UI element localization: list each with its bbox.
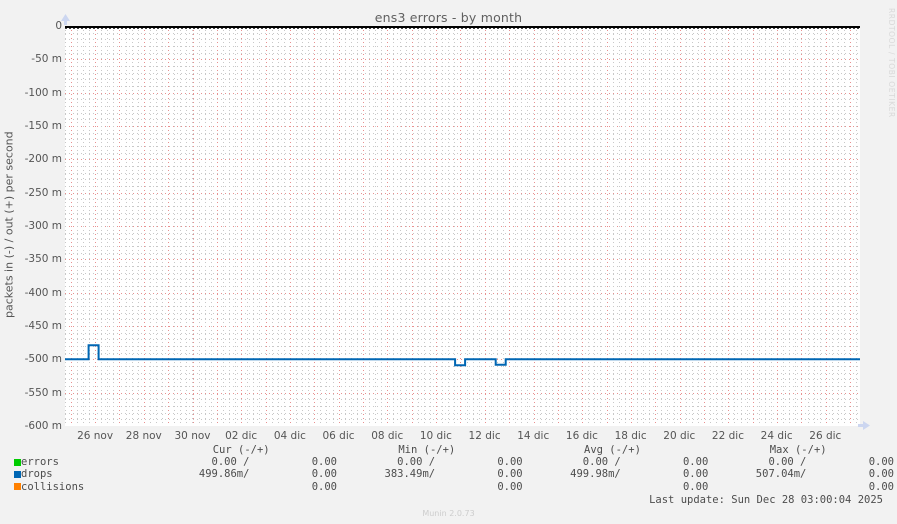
legend-header-max: Max (-/+) <box>769 444 827 456</box>
legend-row: drops 499.86m/0.00 383.49m/0.00 499.98m/0.0… <box>4 468 894 480</box>
legend-value-avg-neg <box>523 481 627 493</box>
x-axis-tick-label: 20 dic <box>663 430 696 442</box>
x-axis-tick-label: 26 nov <box>77 430 114 442</box>
swatch-icon <box>14 470 21 478</box>
page-title: ens3 errors - by month <box>374 10 523 25</box>
x-axis-tick-label: 08 dic <box>371 430 404 442</box>
legend-table: Cur (-/+) Min (-/+) Avg (-/+) Max (-/+) … <box>0 444 897 506</box>
legend-color-swatch <box>4 468 21 480</box>
x-axis-arrow-icon <box>858 421 870 430</box>
plot-canvas <box>65 26 860 426</box>
x-axis-tick-label: 24 dic <box>760 430 793 442</box>
munin-version-footer: Munin 2.0.73 <box>422 509 475 518</box>
legend-value-min-pos: 0.00 <box>497 468 523 481</box>
y-axis-tick-label: -350 m <box>24 253 62 266</box>
legend-series-name: errors <box>21 456 59 469</box>
y-axis-tick-label: -600 m <box>24 420 62 432</box>
legend-value-cur-neg: 499.86m/ <box>198 468 250 481</box>
legend-row: collisions 0.00 0.00 0.00 0.00 <box>4 481 894 493</box>
x-axis-tick-label: 06 dic <box>322 430 355 442</box>
legend-value-cur-pos: 0.00 <box>311 480 337 493</box>
x-axis-tick-label: 02 dic <box>225 430 258 442</box>
legend-header-cur: Cur (-/+) <box>212 444 270 456</box>
x-axis-tick-label: 26 dic <box>809 430 842 442</box>
x-axis-tick-label: 18 dic <box>614 430 647 442</box>
legend-value-min-neg <box>337 481 441 493</box>
y-axis-tick-label: -300 m <box>24 220 62 232</box>
legend-value-min-neg: 0.00 / <box>397 456 436 469</box>
y-axis-tick-label: -200 m <box>24 153 62 166</box>
legend-value-avg-pos: 0.00 <box>682 480 709 493</box>
x-axis-tick-label: 16 dic <box>565 430 598 442</box>
swatch-icon <box>14 483 21 491</box>
legend-header-min: Min (-/+) <box>398 444 456 456</box>
x-axis-tick-label: 14 dic <box>517 430 550 442</box>
y-axis-tick-label: -50 m <box>31 53 62 66</box>
y-axis-tick-label: -450 m <box>24 320 62 332</box>
y-axis-tick-label: -500 m <box>24 353 62 366</box>
legend-value-avg-neg: 0.00 / <box>582 456 621 469</box>
legend-value-max-pos: 0.00 <box>868 480 894 493</box>
legend-value-avg-pos: 0.00 <box>682 468 709 481</box>
x-axis-tick-label: 04 dic <box>273 430 306 442</box>
legend-header-row: Cur (-/+) Min (-/+) Avg (-/+) Max (-/+) <box>4 444 894 456</box>
legend-header-avg: Avg (-/+) <box>584 444 641 456</box>
legend-series-name: drops <box>21 468 53 481</box>
legend-color-swatch <box>4 481 21 493</box>
legend-row: errors 0.00 / 0.00 0.00 / 0.00 0.00 / 0.00 0.00… <box>4 456 894 468</box>
legend-value-max-pos: 0.00 <box>868 468 894 481</box>
last-update-text: Last update: Sun Dec 28 03:00:04 2025 <box>649 493 883 506</box>
x-axis-tick-labels: 26 nov 28 nov 30 nov 02 dic 04 dic 06 dic 08 d… <box>65 430 860 444</box>
rrdtool-watermark: RRDTOOL / TOBI OETIKER <box>887 8 896 118</box>
x-axis-tick-label: 12 dic <box>468 430 501 442</box>
legend-value-min-pos: 0.00 <box>497 480 523 493</box>
y-axis-tick-label: -100 m <box>24 86 62 99</box>
legend-value-max-neg: 507.04m/ <box>755 468 807 481</box>
y-axis-arrow-icon <box>61 14 70 25</box>
x-axis-tick-label: 28 nov <box>125 430 162 442</box>
legend-value-max-pos: 0.00 <box>868 456 894 469</box>
y-axis-tick-label: -250 m <box>24 186 62 199</box>
legend-value-avg-neg: 499.98m/ <box>570 468 621 481</box>
x-axis-tick-label: 22 dic <box>711 430 744 442</box>
legend-value-max-neg: 0.00 / <box>768 456 807 469</box>
y-axis-tick-label: -550 m <box>24 386 62 399</box>
y-axis-tick-labels: 0 -50 m -100 m -150 m -200 m -250 m -300 m -350… <box>0 20 62 432</box>
x-axis-tick-label: 30 nov <box>174 430 211 442</box>
legend-value-min-pos: 0.00 <box>497 456 523 469</box>
y-axis-tick-label: -150 m <box>24 120 62 132</box>
y-axis-tick-label: -400 m <box>24 286 62 299</box>
legend-value-cur-pos: 0.00 <box>311 456 337 469</box>
swatch-icon <box>14 458 21 466</box>
legend-value-min-neg: 383.49m/ <box>384 468 436 481</box>
legend-series-name: collisions <box>21 480 85 493</box>
legend-value-cur-neg <box>151 481 255 493</box>
y-axis-tick-label: 0 <box>55 20 62 32</box>
x-axis-tick-label: 10 dic <box>419 430 452 442</box>
legend-value-cur-pos: 0.00 <box>311 468 337 481</box>
plot-area <box>65 26 860 426</box>
legend-value-max-neg <box>708 481 812 493</box>
legend-value-avg-pos: 0.00 <box>682 456 709 469</box>
legend-color-swatch <box>4 456 21 468</box>
legend-value-cur-neg: 0.00 / <box>211 456 250 469</box>
